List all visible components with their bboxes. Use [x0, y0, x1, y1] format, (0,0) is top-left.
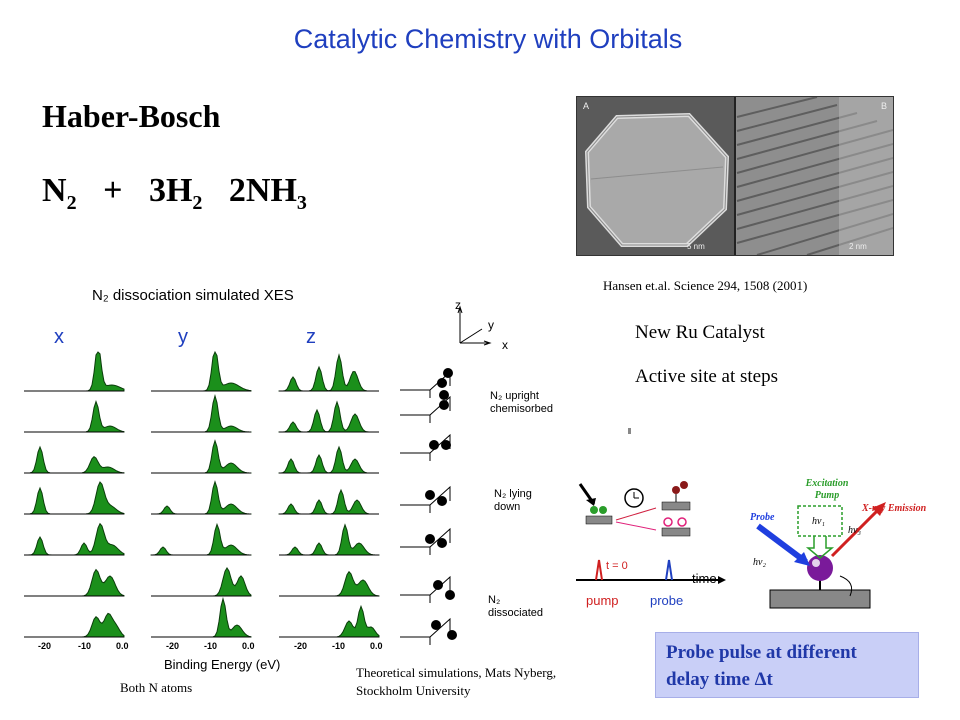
xes-tick-6: 0.0	[242, 641, 255, 651]
xes-tick-2: -10	[78, 641, 92, 651]
pump-label: pump	[586, 593, 619, 608]
xes-spectrum-7-x	[24, 612, 125, 638]
state-dissociated-label: N₂ dissociated	[488, 594, 544, 619]
adsorption-geometry-diagram	[400, 305, 492, 645]
nitrogen-atom	[439, 390, 449, 400]
xray-emission-schematic	[756, 502, 886, 609]
reactant-n2: N2	[42, 172, 77, 214]
xes-tick-3: 0.0	[116, 641, 129, 651]
probe-emission-label: Probe	[750, 512, 775, 523]
product-nh3: 2NH3	[228, 172, 307, 214]
xes-spectrum-7-z	[279, 604, 380, 638]
nitrogen-atom	[439, 400, 449, 410]
time-axis-label: time	[692, 571, 717, 586]
hv2-label: hν₂	[753, 557, 766, 568]
xes-spectrum-6-z	[279, 570, 380, 597]
state-lying-label: N₂ lying down	[494, 488, 532, 513]
xes-spectrum-1-y	[151, 350, 252, 392]
nitrogen-atom	[445, 590, 455, 600]
xes-spectra-grid	[24, 350, 380, 638]
hv1-label: hν₁	[812, 516, 825, 527]
xes-tick-4: -20	[166, 641, 180, 651]
nitrogen-atom	[437, 538, 447, 548]
xes-spectrum-3-z	[278, 445, 379, 474]
xes-spectrum-3-x	[24, 445, 125, 474]
theory-caption-2: Stockholm University	[356, 683, 471, 698]
nitrogen-atom	[425, 534, 435, 544]
micro-label-a: A	[583, 101, 589, 111]
xes-spectrum-2-x	[24, 400, 125, 433]
nitrogen-atom	[429, 440, 439, 450]
plus-sign: +	[103, 172, 123, 209]
xes-spectrum-4-y	[151, 480, 252, 515]
nitrogen-atom	[441, 440, 451, 450]
active-site-label: Active site at steps	[635, 366, 778, 387]
xes-col-y: y	[178, 326, 188, 348]
xes-title: N₂ dissociation simulated XES	[92, 287, 294, 304]
xes-spectrum-2-z	[278, 400, 379, 433]
xes-spectrum-5-z	[279, 523, 380, 556]
slide-title: Catalytic Chemistry with Orbitals	[293, 24, 683, 54]
hv3-label: hν₃	[848, 525, 861, 536]
xes-spectrum-7-y	[151, 596, 252, 638]
ru-catalyst-label: New Ru Catalyst	[635, 322, 765, 343]
xes-tick-1: -20	[38, 641, 52, 651]
probe-label: probe	[650, 593, 684, 608]
xes-tick-7: -20	[294, 641, 308, 651]
xes-spectrum-2-y	[151, 393, 252, 433]
xes-spectrum-6-y	[151, 567, 252, 597]
surface-step	[400, 485, 451, 513]
micro-scale-b: 2 nm	[849, 242, 867, 251]
xes-col-z: z	[306, 326, 316, 348]
xes-tick-9: 0.0	[370, 641, 383, 651]
haber-bosch-equation: N2 + 3H2 2NH3	[42, 172, 307, 215]
nitrogen-atom	[437, 378, 447, 388]
probe-pulse-line-1: Probe pulse at different	[666, 642, 857, 663]
nitrogen-atom	[437, 496, 447, 506]
micro-citation: Hansen et.al. Science 294, 1508 (2001)	[603, 278, 808, 293]
excitation-pump-label: Excitation Pump	[805, 478, 849, 501]
heading-haber-bosch: Haber-Bosch	[42, 98, 221, 134]
surface-step	[400, 575, 451, 603]
nitrogen-atom	[447, 630, 457, 640]
xes-xlabel: Binding Energy (eV)	[164, 657, 281, 672]
nitrogen-atom	[425, 490, 435, 500]
surface-step	[400, 527, 451, 555]
xes-spectrum-4-z	[278, 488, 379, 515]
nitrogen-atom	[433, 580, 443, 590]
axis-z-label: z	[455, 298, 461, 312]
stray-mark	[628, 421, 631, 439]
probe-pulse-line-2: delay time Δt	[666, 669, 773, 690]
micro-scale-a: 5 nm	[687, 242, 705, 251]
state-upright-label: N₂ upright chemisorbed	[490, 390, 553, 415]
reactant-h2: 3H2	[148, 172, 203, 214]
xes-col-x: x	[54, 326, 64, 348]
xes-tick-8: -10	[332, 641, 346, 651]
xes-spectrum-3-y	[151, 439, 252, 474]
axis-x-label: x	[502, 338, 508, 352]
probe-pulse-callout: Probe pulse at different delay time Δt	[655, 632, 919, 698]
t0-label: t = 0	[606, 560, 628, 572]
xes-spectrum-5-x	[24, 522, 125, 556]
surface-step	[400, 617, 451, 645]
xes-caption: Both N atoms	[120, 680, 193, 695]
xes-spectrum-5-y	[150, 522, 252, 556]
pump-probe-schematic	[576, 481, 726, 584]
theory-caption-1: Theoretical simulations, Mats Nyberg,	[356, 665, 557, 680]
xes-spectrum-4-x	[24, 481, 125, 515]
xray-emission-label: X-ray Emission	[862, 503, 927, 514]
xes-spectrum-6-x	[24, 568, 125, 597]
axis-y-label: y	[488, 318, 494, 332]
xes-spectrum-1-z	[278, 353, 379, 392]
xes-spectrum-1-x	[24, 351, 125, 392]
micro-label-b: B	[881, 101, 887, 111]
xes-tick-5: -10	[204, 641, 218, 651]
tem-micrograph-image: A B 5 nm 2 nm	[576, 96, 894, 256]
nitrogen-atom	[431, 620, 441, 630]
nitrogen-atom	[443, 368, 453, 378]
